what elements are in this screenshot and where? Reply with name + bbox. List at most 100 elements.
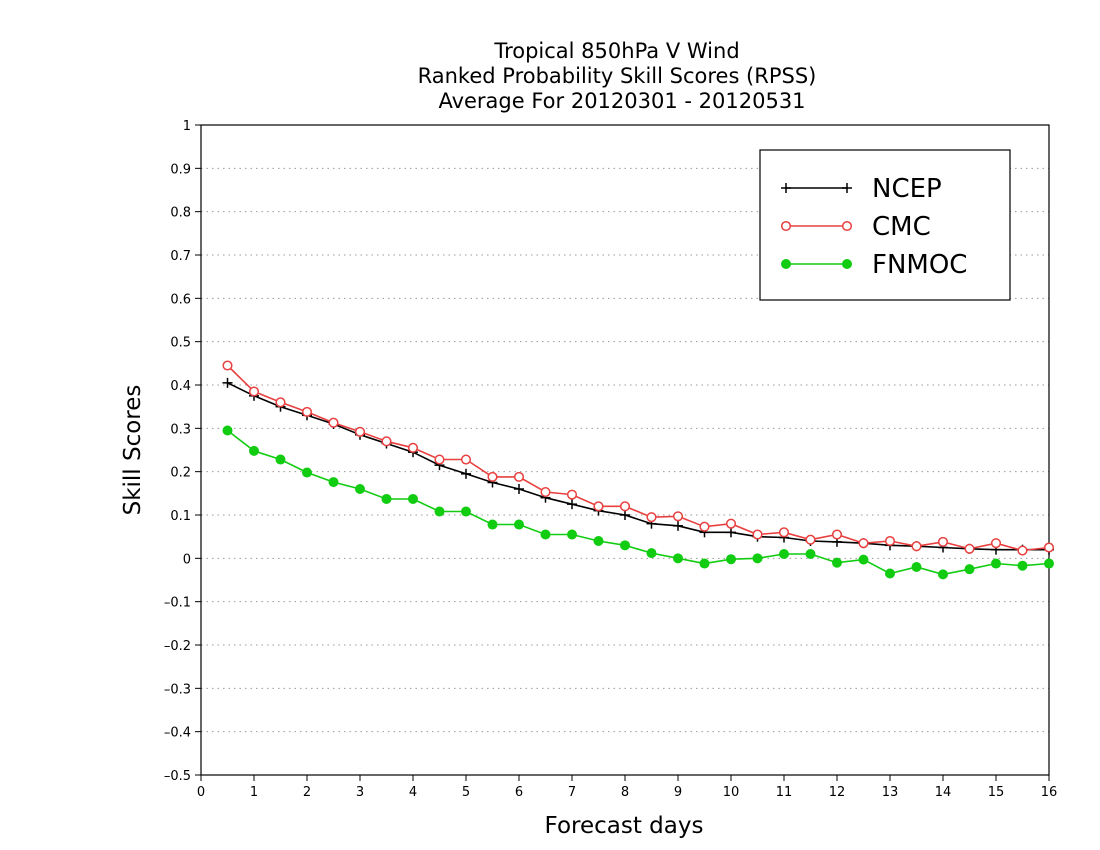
data-point-cmc bbox=[911, 541, 922, 552]
data-point-fnmoc bbox=[699, 558, 710, 569]
data-point-cmc bbox=[460, 454, 472, 465]
title-line-1: Tropical 850hPa V Wind bbox=[493, 39, 739, 63]
data-point-fnmoc bbox=[461, 506, 471, 517]
y-tick-label: 0.9 bbox=[170, 162, 191, 177]
x-tick-label: 9 bbox=[674, 785, 682, 800]
data-point-cmc bbox=[964, 543, 975, 554]
y-tick-label: –0.1 bbox=[164, 596, 191, 611]
data-point-ncep bbox=[461, 468, 471, 479]
legend-marker-ncep bbox=[842, 183, 852, 193]
x-tick-label: 11 bbox=[776, 785, 793, 800]
data-point-cmc bbox=[858, 538, 869, 549]
data-point-fnmoc bbox=[646, 548, 657, 559]
data-point-fnmoc bbox=[1017, 560, 1028, 571]
data-point-fnmoc bbox=[832, 557, 842, 568]
data-point-fnmoc bbox=[302, 467, 312, 478]
series-ncep bbox=[222, 377, 1054, 555]
data-point-fnmoc bbox=[964, 564, 975, 575]
data-point-fnmoc bbox=[991, 558, 1001, 569]
data-point-cmc bbox=[275, 397, 286, 408]
y-tick-label: 1 bbox=[183, 119, 191, 134]
y-tick-label: –0.2 bbox=[164, 639, 191, 654]
data-point-fnmoc bbox=[779, 549, 789, 559]
data-point-ncep bbox=[222, 377, 233, 388]
data-point-fnmoc bbox=[752, 553, 763, 564]
data-point-cmc bbox=[725, 518, 737, 529]
data-point-cmc bbox=[328, 417, 339, 428]
x-tick-label: 15 bbox=[988, 785, 1005, 800]
y-axis-label: Skill Scores bbox=[120, 385, 146, 516]
data-point-cmc bbox=[487, 471, 498, 482]
data-point-cmc bbox=[831, 529, 843, 540]
series-fnmoc bbox=[222, 425, 1054, 580]
x-tick-label: 0 bbox=[197, 785, 205, 800]
data-point-cmc bbox=[540, 486, 551, 498]
x-axis-label: Forecast days bbox=[545, 813, 704, 839]
y-axis: –0.5 –0.4 –0.3 –0.2 –0.1 0 0.1 0.2 0.3 0.4 0.5 0.6 0… bbox=[164, 119, 201, 784]
data-point-fnmoc bbox=[434, 506, 445, 517]
y-tick-label: 0.2 bbox=[170, 466, 191, 481]
y-tick-label: –0.5 bbox=[164, 769, 191, 784]
legend-label-fnmoc: FNMOC bbox=[872, 250, 967, 280]
series-line-cmc bbox=[226, 364, 1050, 552]
legend-marker-cmc bbox=[780, 220, 792, 232]
data-point-cmc bbox=[222, 360, 233, 371]
legend-item-fnmoc: FNMOC bbox=[781, 250, 967, 280]
data-point-fnmoc bbox=[328, 477, 339, 488]
data-point-cmc bbox=[699, 521, 710, 532]
y-tick-label: 0.7 bbox=[170, 249, 191, 264]
x-tick-label: 5 bbox=[462, 785, 470, 800]
data-point-cmc bbox=[593, 501, 604, 512]
data-point-fnmoc bbox=[885, 568, 895, 579]
data-point-cmc bbox=[566, 489, 578, 500]
data-point-fnmoc bbox=[249, 445, 259, 456]
data-point-cmc bbox=[990, 538, 1002, 549]
x-tick-label: 3 bbox=[356, 785, 364, 800]
x-tick-label: 4 bbox=[409, 785, 417, 800]
legend-label-ncep: NCEP bbox=[872, 174, 942, 204]
legend-item-ncep: NCEP bbox=[781, 174, 942, 204]
legend-label-cmc: CMC bbox=[872, 212, 931, 242]
y-tick-label: 0.4 bbox=[170, 379, 191, 394]
data-point-cmc bbox=[248, 386, 260, 397]
y-tick-label: –0.3 bbox=[164, 682, 191, 697]
y-tick-label: 0.1 bbox=[170, 509, 191, 524]
x-tick-label: 14 bbox=[935, 785, 952, 800]
data-point-fnmoc bbox=[938, 569, 948, 580]
legend-marker-ncep bbox=[781, 183, 791, 193]
data-point-cmc bbox=[778, 527, 790, 538]
data-point-ncep bbox=[620, 510, 630, 520]
data-point-fnmoc bbox=[911, 562, 922, 572]
data-point-cmc bbox=[434, 454, 445, 465]
series-cmc bbox=[222, 360, 1055, 556]
data-point-ncep bbox=[514, 484, 524, 494]
data-point-cmc bbox=[805, 534, 816, 545]
data-point-cmc bbox=[354, 426, 366, 437]
y-tick-label: 0.8 bbox=[170, 206, 191, 221]
data-point-cmc bbox=[884, 535, 896, 547]
x-tick-label: 2 bbox=[303, 785, 311, 800]
data-point-cmc bbox=[513, 471, 525, 482]
data-point-fnmoc bbox=[673, 553, 683, 564]
data-point-cmc bbox=[1017, 545, 1028, 556]
data-point-fnmoc bbox=[726, 554, 736, 565]
series-line-ncep bbox=[227, 382, 1049, 551]
data-point-ncep bbox=[726, 527, 736, 538]
x-tick-label: 6 bbox=[515, 785, 523, 800]
data-point-cmc bbox=[301, 406, 313, 417]
data-point-fnmoc bbox=[408, 493, 418, 504]
data-point-fnmoc bbox=[222, 425, 233, 436]
data-point-fnmoc bbox=[381, 493, 392, 504]
x-tick-label: 13 bbox=[882, 785, 899, 800]
y-tick-label: 0.6 bbox=[170, 292, 191, 307]
title-line-3: Average For 20120301 - 20120531 bbox=[438, 89, 805, 113]
data-point-cmc bbox=[407, 442, 419, 453]
data-point-cmc bbox=[937, 536, 949, 547]
data-point-cmc bbox=[1043, 542, 1055, 553]
data-point-fnmoc bbox=[567, 529, 577, 540]
x-tick-label: 16 bbox=[1041, 785, 1058, 800]
legend-marker-fnmoc bbox=[842, 259, 852, 269]
data-point-cmc bbox=[672, 511, 684, 522]
data-point-fnmoc bbox=[355, 484, 365, 494]
